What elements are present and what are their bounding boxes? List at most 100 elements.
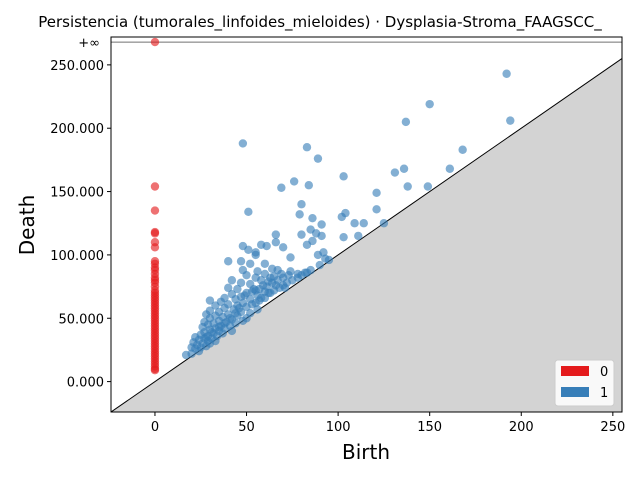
series-1-point xyxy=(372,188,381,198)
series-1-point xyxy=(302,240,312,249)
series-1-point xyxy=(277,183,286,192)
series-1-point xyxy=(244,245,253,255)
series-1-point xyxy=(324,255,334,265)
series-1-point xyxy=(300,268,310,277)
series-1-point xyxy=(240,291,249,300)
series-1-point xyxy=(297,230,306,239)
series-1-point xyxy=(278,243,288,252)
x-tick-label: 0 xyxy=(151,420,159,435)
series-1-point xyxy=(354,231,363,241)
x-tick-label: 50 xyxy=(238,420,255,435)
series-0-point xyxy=(150,365,160,375)
series-1-point xyxy=(202,333,211,342)
series-1-point xyxy=(271,230,281,239)
series-1-points xyxy=(181,69,515,360)
legend-swatch-0 xyxy=(561,366,589,376)
x-axis-label: Birth xyxy=(342,440,390,464)
x-tick-label: 250 xyxy=(600,420,625,435)
y-axis-label: Death xyxy=(15,195,39,255)
chart-title: Persistencia (tumorales_linfoides_mieloi… xyxy=(38,13,602,32)
series-1-point xyxy=(317,231,326,241)
series-1-point xyxy=(339,172,348,181)
series-1-point xyxy=(458,145,467,154)
series-1-point xyxy=(445,164,455,173)
series-1-point xyxy=(275,283,284,293)
series-1-point xyxy=(350,219,359,228)
series-1-point xyxy=(315,260,324,270)
series-1-point xyxy=(227,326,237,336)
y-tick-label: 50.000 xyxy=(59,312,105,327)
series-1-point xyxy=(236,257,246,266)
series-1-point xyxy=(247,287,257,296)
legend-label-0: 0 xyxy=(600,365,608,380)
plot-area xyxy=(111,37,622,412)
series-1-point xyxy=(339,232,348,242)
series-1-point xyxy=(225,314,235,323)
series-1-point xyxy=(231,295,240,304)
legend-swatch-1 xyxy=(561,387,589,397)
series-1-point xyxy=(255,284,264,294)
series-1-point xyxy=(214,322,224,332)
series-1-point xyxy=(502,69,511,78)
series-1-point xyxy=(297,200,306,209)
series-1-point xyxy=(372,205,381,214)
series-1-point xyxy=(253,305,262,314)
series-1-point xyxy=(211,301,220,310)
series-0-points xyxy=(150,37,160,375)
series-0-point xyxy=(150,37,160,47)
series-1-point xyxy=(262,241,271,251)
series-1-point xyxy=(313,154,323,163)
series-1-point xyxy=(242,270,251,280)
series-1-point xyxy=(506,116,515,125)
series-1-point xyxy=(255,296,264,305)
x-tick-label: 150 xyxy=(417,420,442,435)
series-1-point xyxy=(251,250,260,260)
series-1-point xyxy=(379,219,389,228)
series-1-point xyxy=(423,182,433,191)
series-0-point xyxy=(150,229,160,238)
series-1-point xyxy=(337,212,346,222)
series-1-point xyxy=(304,181,314,190)
series-1-point xyxy=(282,278,292,287)
series-1-point xyxy=(205,296,215,305)
series-1-point xyxy=(271,238,281,247)
series-1-point xyxy=(286,253,295,262)
series-1-point xyxy=(401,117,411,127)
plot-frame xyxy=(110,36,623,413)
series-1-point xyxy=(302,143,312,152)
x-tick-label: 200 xyxy=(509,420,534,435)
series-1-point xyxy=(260,259,270,268)
series-1-point xyxy=(238,139,248,148)
y-tick-label: 150.000 xyxy=(50,186,104,201)
series-1-point xyxy=(233,284,242,294)
series-1-point xyxy=(227,276,237,285)
series-1-point xyxy=(236,278,246,287)
series-1-point xyxy=(289,177,299,186)
series-1-point xyxy=(319,248,328,257)
series-1-point xyxy=(390,168,400,177)
series-1-point xyxy=(244,207,253,217)
series-1-point xyxy=(245,259,255,268)
y-axis-ticks: 0.000 50.000 100.000 150.000 200.000 250.000 xyxy=(50,59,111,391)
series-1-point xyxy=(194,346,204,356)
series-1-point xyxy=(253,267,262,276)
series-1-point xyxy=(238,316,248,325)
series-1-point xyxy=(224,283,233,293)
series-1-point xyxy=(207,327,216,337)
series-1-point xyxy=(247,300,257,309)
series-1-point xyxy=(403,182,412,191)
series-1-point xyxy=(231,308,240,318)
series-1-point xyxy=(187,349,196,358)
y-tick-label: 100.000 xyxy=(50,249,104,264)
series-1-point xyxy=(359,219,368,228)
series-1-point xyxy=(295,210,304,219)
series-1-point xyxy=(224,257,233,266)
y-tick-label: 250.000 xyxy=(50,59,104,74)
series-0-point xyxy=(150,182,160,191)
y-tick-label: 200.000 xyxy=(50,122,104,137)
x-axis-ticks: 0 50 100 150 200 250 xyxy=(151,412,625,435)
series-1-point xyxy=(399,164,409,173)
series-1-point xyxy=(266,273,275,282)
series-0-point xyxy=(150,206,160,215)
y-tick-label: 0.000 xyxy=(67,376,104,391)
